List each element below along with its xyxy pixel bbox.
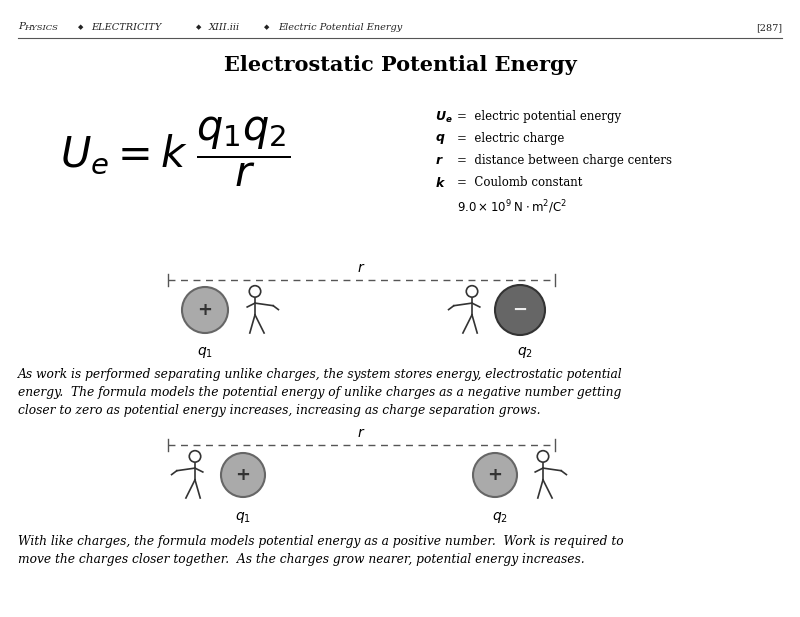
Circle shape [473, 453, 517, 497]
Text: move the charges closer together.  As the charges grow nearer, potential energy : move the charges closer together. As the… [18, 553, 585, 566]
Text: $q_2$: $q_2$ [492, 510, 508, 525]
Text: ELECTRICITY: ELECTRICITY [91, 23, 162, 32]
Circle shape [495, 285, 545, 335]
Circle shape [182, 287, 228, 333]
Text: $\bfit{q}$: $\bfit{q}$ [435, 132, 446, 146]
Text: $q_1$: $q_1$ [197, 345, 213, 360]
Text: =  electric charge: = electric charge [457, 132, 564, 145]
Text: As work is performed separating unlike charges, the system stores energy, electr: As work is performed separating unlike c… [18, 368, 622, 381]
Text: $r$: $r$ [358, 426, 366, 440]
Text: +: + [235, 466, 250, 484]
Text: XIII.iii: XIII.iii [209, 23, 240, 32]
Text: Electrostatic Potential Energy: Electrostatic Potential Energy [224, 55, 576, 75]
Text: =  Coulomb constant: = Coulomb constant [457, 176, 582, 189]
Text: $q_2$: $q_2$ [517, 345, 533, 360]
Text: ◆: ◆ [196, 23, 202, 31]
Text: energy.  The formula models the potential energy of unlike charges as a negative: energy. The formula models the potential… [18, 386, 622, 399]
Text: +: + [487, 466, 502, 484]
Text: $U_e = k\;\dfrac{q_1 q_2}{r}$: $U_e = k\;\dfrac{q_1 q_2}{r}$ [60, 115, 290, 189]
Text: ◆: ◆ [264, 23, 270, 31]
Text: $r$: $r$ [358, 261, 366, 275]
Text: closer to zero as potential energy increases, increasing as charge separation gr: closer to zero as potential energy incre… [18, 404, 541, 417]
Text: Electric Potential Energy: Electric Potential Energy [278, 23, 402, 32]
Text: HYSICS: HYSICS [24, 24, 58, 32]
Text: $\bfit{k}$: $\bfit{k}$ [435, 176, 446, 190]
Text: P: P [18, 22, 25, 31]
Text: $\bfit{U}_e$: $\bfit{U}_e$ [435, 110, 453, 125]
Text: ◆: ◆ [78, 23, 83, 31]
Text: $9.0 \times 10^9 \; \mathrm{N \cdot m^2/C^2}$: $9.0 \times 10^9 \; \mathrm{N \cdot m^2/… [457, 198, 567, 215]
Text: With like charges, the formula models potential energy as a positive number.  Wo: With like charges, the formula models po… [18, 535, 624, 548]
Text: $q_1$: $q_1$ [235, 510, 251, 525]
Text: $\bfit{r}$: $\bfit{r}$ [435, 154, 444, 167]
Text: [287]: [287] [756, 23, 782, 32]
Text: =  electric potential energy: = electric potential energy [457, 110, 621, 123]
Circle shape [221, 453, 265, 497]
Text: +: + [198, 301, 213, 319]
Text: −: − [513, 301, 527, 319]
Text: =  distance between charge centers: = distance between charge centers [457, 154, 672, 167]
